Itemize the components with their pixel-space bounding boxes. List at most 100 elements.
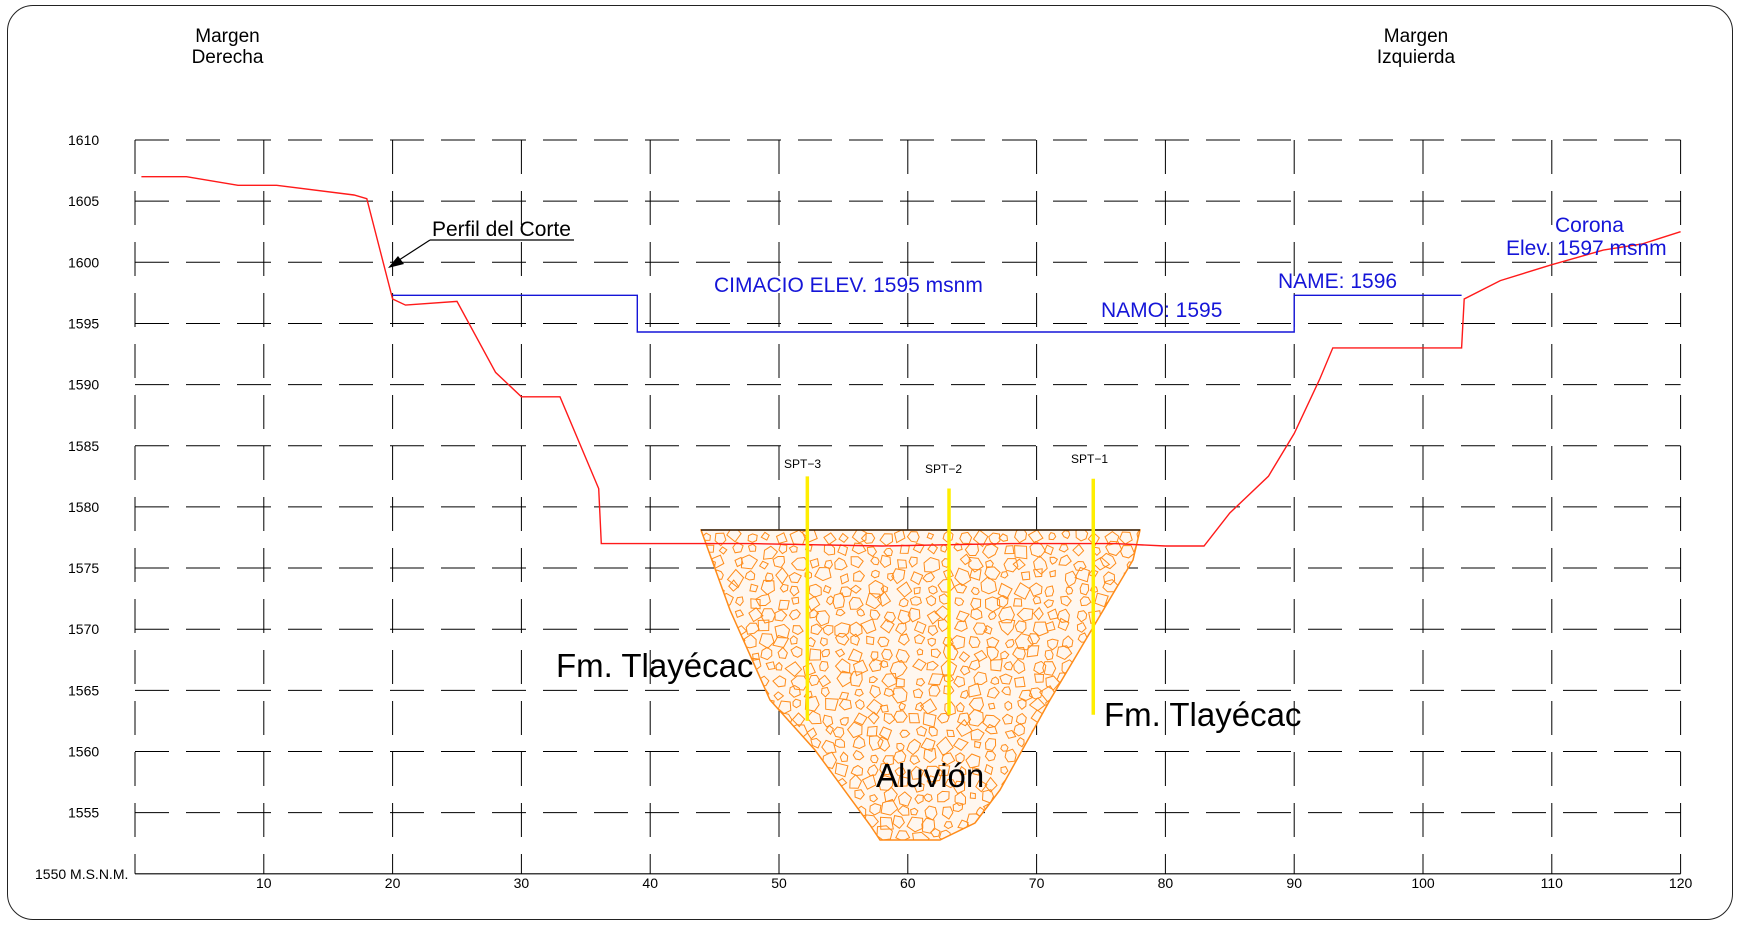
- pebble-shape: [938, 829, 952, 840]
- pebble-shape: [959, 665, 971, 676]
- pebble-shape: [952, 802, 964, 813]
- pebble-shape: [955, 718, 974, 738]
- pebble-shape: [1005, 638, 1015, 649]
- pebble-shape: [728, 751, 740, 765]
- pebble-shape: [924, 765, 943, 783]
- pebble-shape: [788, 572, 802, 584]
- pebble-shape: [1061, 739, 1071, 749]
- pebble-shape: [740, 554, 759, 570]
- pebble-shape: [701, 775, 714, 791]
- pebble-shape: [729, 764, 743, 778]
- pebble-shape: [1017, 698, 1027, 710]
- y-tick-label: 1595: [68, 315, 99, 331]
- pebble-shape: [763, 827, 778, 840]
- pebble-shape: [1046, 638, 1059, 651]
- pebble-shape: [1020, 752, 1031, 762]
- pebble-shape: [879, 533, 894, 547]
- pebble-shape: [895, 648, 910, 663]
- pebble-shape: [970, 728, 985, 741]
- pebble-shape: [1003, 661, 1014, 671]
- pebble-shape: [968, 556, 984, 573]
- x-tick-label: 80: [1158, 875, 1174, 891]
- pebble-shape: [1079, 727, 1091, 739]
- pebble-shape: [810, 623, 824, 636]
- pebble-shape: [865, 592, 882, 610]
- pebble-shape: [834, 648, 846, 658]
- pebble-shape: [958, 651, 971, 663]
- pebble-shape: [1000, 744, 1009, 752]
- pebble-shape: [1044, 764, 1060, 778]
- pebble-shape: [1066, 724, 1077, 735]
- pebble-shape: [765, 572, 774, 583]
- pebble-shape: [969, 792, 976, 800]
- pebble-shape: [883, 786, 898, 803]
- pebble-shape: [848, 596, 864, 610]
- pebble-shape: [847, 648, 863, 663]
- pebble-shape: [1013, 597, 1023, 607]
- pebble-shape: [1058, 544, 1069, 553]
- pebble-shape: [912, 831, 930, 840]
- pebble-shape: [906, 531, 920, 543]
- pebble-shape: [878, 659, 889, 669]
- pebble-shape: [927, 673, 945, 686]
- pebble-shape: [788, 609, 801, 621]
- pebble-shape: [792, 625, 804, 636]
- pebble-shape: [973, 649, 988, 663]
- pebble-shape: [701, 699, 713, 714]
- pebble-shape: [876, 591, 892, 607]
- pebble-shape: [810, 737, 822, 749]
- pebble-shape: [838, 698, 852, 711]
- pebble-shape: [898, 702, 907, 711]
- pebble-shape: [954, 791, 967, 807]
- pebble-shape: [1120, 817, 1135, 832]
- pebble-shape: [968, 636, 981, 649]
- pebble-shape: [1002, 792, 1014, 804]
- pebble-shape: [1078, 701, 1089, 714]
- pebble-shape: [772, 675, 787, 688]
- pebble-shape: [897, 791, 913, 807]
- pebble-shape: [849, 830, 858, 840]
- pebble-shape: [1041, 713, 1054, 725]
- pebble-shape: [972, 766, 980, 776]
- pebble-shape: [897, 805, 910, 816]
- pebble-shape: [910, 807, 919, 816]
- pebble-shape: [949, 634, 966, 650]
- pebble-shape: [1102, 669, 1117, 686]
- pebble-shape: [701, 571, 710, 580]
- pebble-shape: [701, 819, 709, 828]
- pebble-shape: [822, 714, 834, 728]
- pebble-shape: [1090, 716, 1100, 726]
- pebble-shape: [999, 673, 1013, 685]
- pebble-shape: [1001, 713, 1014, 725]
- pebble-shape: [880, 798, 899, 816]
- pebble-shape: [1094, 592, 1109, 608]
- pebble-shape: [1013, 582, 1031, 600]
- pebble-shape: [832, 592, 845, 610]
- pebble-shape: [1060, 688, 1073, 702]
- pebble-shape: [1014, 530, 1028, 544]
- pebble-shape: [973, 671, 988, 686]
- pebble-shape: [1047, 608, 1059, 620]
- pebble-shape: [1125, 755, 1136, 768]
- pebble-shape: [1136, 572, 1140, 584]
- pebble-shape: [788, 765, 805, 781]
- pebble-shape: [984, 750, 997, 762]
- pebble-shape: [863, 827, 875, 838]
- pebble-shape: [883, 611, 896, 623]
- pebble-shape: [923, 793, 933, 803]
- pebble-shape: [1004, 700, 1013, 711]
- pebble-shape: [826, 791, 836, 801]
- pebble-shape: [1125, 672, 1137, 684]
- pebble-shape: [849, 774, 863, 789]
- pebble-shape: [779, 583, 789, 593]
- pebble-shape: [790, 777, 800, 787]
- pebble-shape: [1076, 610, 1088, 623]
- pebble-shape: [990, 659, 1003, 672]
- pebble-shape: [1044, 649, 1054, 661]
- pebble-shape: [839, 573, 850, 585]
- pebble-shape: [730, 790, 742, 804]
- pebble-shape: [927, 625, 939, 637]
- pebble-shape: [953, 542, 963, 552]
- pebble-shape: [928, 684, 941, 697]
